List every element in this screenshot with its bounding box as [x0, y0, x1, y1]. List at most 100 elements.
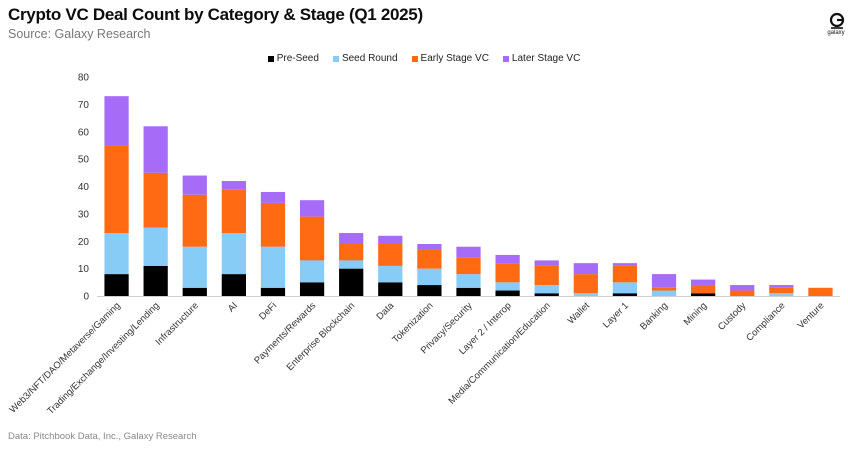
bar-segment — [104, 233, 129, 275]
legend-swatch — [502, 55, 509, 62]
x-tick-label: Compliance — [744, 300, 787, 343]
bar-segment — [456, 246, 481, 258]
bar-segment — [417, 243, 442, 250]
y-tick-label: 50 — [78, 155, 90, 166]
x-tick-label: AI — [226, 300, 240, 314]
bar-segment — [221, 189, 246, 234]
bar-segment — [299, 200, 325, 217]
bar-segment — [730, 290, 755, 296]
y-tick-label: 80 — [78, 73, 90, 84]
bar-segment — [573, 263, 598, 275]
bar-segment — [495, 254, 520, 264]
bar-segment — [769, 287, 794, 294]
chart-subtitle: Source: Galaxy Research — [8, 27, 151, 41]
y-tick-label: 40 — [78, 182, 90, 193]
bar-segment — [299, 282, 325, 296]
bar-segment — [378, 235, 403, 244]
bar-segment — [456, 287, 481, 296]
bar-segment — [495, 263, 520, 283]
x-tick-label: Venture — [796, 300, 827, 331]
bar-segment — [143, 265, 168, 296]
legend-item: Pre-Seed — [267, 53, 319, 64]
legend-label: Early Stage VC — [420, 53, 489, 64]
bar-segment — [378, 265, 403, 283]
legend-swatch — [411, 55, 418, 62]
bar-segment — [534, 285, 559, 294]
bar-segment — [339, 233, 364, 244]
chart-legend: Pre-Seed Seed Round Early Stage VC Later St… — [0, 53, 848, 64]
bar-segment — [417, 268, 442, 286]
bar-segment — [417, 285, 442, 296]
bar-segment — [339, 260, 364, 269]
bar-segment — [534, 260, 559, 266]
bar-segment — [104, 145, 129, 234]
x-tick-label: Data — [374, 300, 396, 322]
bar-segment — [534, 265, 559, 286]
logo-text: galaxy — [827, 30, 845, 36]
bar-segment — [808, 287, 833, 296]
galaxy-logo-icon — [822, 12, 848, 35]
bar-segment — [339, 268, 364, 296]
bar-segment — [260, 287, 286, 296]
y-tick-label: 20 — [78, 237, 90, 248]
legend-swatch — [332, 55, 339, 62]
bar-segment — [378, 282, 403, 296]
bar-segment — [573, 293, 598, 296]
bar-segment — [378, 243, 403, 266]
bar-segment — [260, 202, 286, 247]
bar-segment — [221, 233, 246, 275]
bar-segment — [691, 285, 716, 294]
bar-segment — [730, 285, 755, 291]
bar-segment — [221, 181, 246, 190]
bar-segment — [182, 287, 207, 296]
bar-segment — [691, 293, 716, 296]
bar-segment — [769, 293, 794, 296]
x-tick-label: Banking — [638, 300, 670, 332]
legend-item: Seed Round — [332, 53, 398, 64]
bar-segment — [260, 246, 286, 288]
bar-segment — [182, 194, 207, 247]
bar-segment — [651, 274, 677, 288]
bar-segment — [612, 282, 638, 294]
bar-segment — [456, 257, 481, 275]
y-tick-label: 70 — [78, 100, 90, 111]
bar-segment — [651, 287, 677, 291]
bar-segment — [495, 290, 520, 296]
x-tick-label: DeFi — [257, 300, 279, 322]
bar-segment — [143, 126, 168, 173]
bar-segment — [182, 175, 207, 195]
bar-segment — [573, 274, 598, 294]
legend-label: Pre-Seed — [276, 53, 319, 64]
x-tick-label: Enterprise Blockchain — [285, 300, 358, 373]
bar-segment — [612, 265, 638, 283]
x-tick-label: Mining — [682, 300, 710, 328]
bar-segment — [495, 282, 520, 291]
bar-segment — [182, 246, 207, 288]
footer-note: Data: Pitchbook Data, Inc., Galaxy Resea… — [8, 431, 197, 442]
legend-item: Early Stage VC — [411, 53, 489, 64]
bar-segment — [299, 260, 325, 283]
legend-label: Seed Round — [341, 53, 398, 64]
bar-segment — [417, 249, 442, 269]
bar-segment — [221, 274, 246, 296]
bar-segment — [143, 172, 168, 228]
x-tick-label: Layer 1 — [601, 300, 631, 330]
bar-segment — [691, 279, 716, 286]
bar-segment — [612, 293, 638, 296]
legend-label: Later Stage VC — [511, 53, 581, 64]
x-tick-label: Wallet — [566, 300, 592, 326]
legend-item: Later Stage VC — [502, 53, 581, 64]
bar-segment — [612, 263, 638, 266]
y-tick-label: 0 — [83, 292, 89, 303]
chart-title: Crypto VC Deal Count by Category & Stage… — [8, 5, 423, 24]
y-tick-label: 30 — [78, 209, 90, 220]
bar-segment — [143, 227, 168, 266]
x-tick-label: Custody — [716, 300, 749, 333]
bar-segment — [260, 191, 286, 203]
bar-segment — [456, 274, 481, 288]
y-tick-label: 10 — [78, 264, 90, 275]
y-tick-label: 60 — [78, 127, 90, 138]
legend-swatch — [267, 55, 274, 62]
bar-segment — [339, 243, 364, 261]
